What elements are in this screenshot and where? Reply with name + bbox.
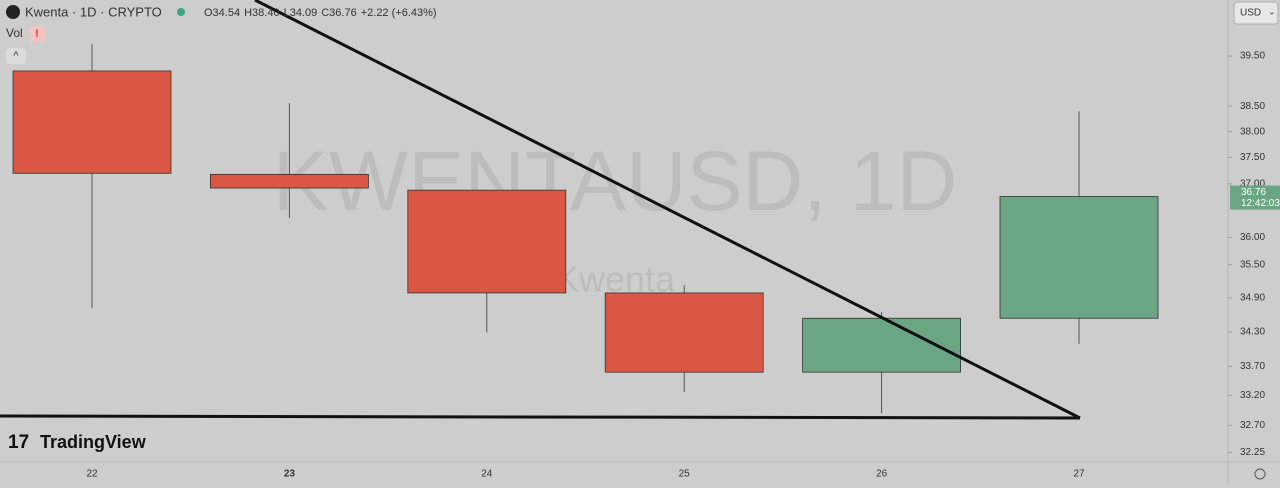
- brand-logo: 17: [8, 432, 29, 453]
- x-tick-label: 27: [1073, 469, 1085, 480]
- overlay: O34.54 H38.40 L34.09 C36.76 +2.22 (+6.43%) 39…: [86, 7, 1280, 480]
- x-tick-label: 23: [284, 469, 296, 480]
- candle-body: [209, 173, 369, 189]
- currency-select[interactable]: [1233, 1, 1279, 25]
- y-tick-label: 36.00: [1240, 232, 1265, 243]
- volume-label[interactable]: Vol: [6, 26, 23, 40]
- warning-icon: !: [35, 28, 39, 40]
- last-price: 36.76: [1241, 187, 1266, 198]
- y-tick-label: 38.50: [1240, 101, 1265, 112]
- support-line: [0, 414, 1081, 420]
- warning-badge[interactable]: [29, 26, 45, 42]
- candle-body: [999, 196, 1159, 319]
- ohlc-value: O34.54: [204, 7, 240, 19]
- y-tick-label: 32.70: [1240, 420, 1265, 431]
- y-tick-label: 37.50: [1240, 152, 1265, 163]
- y-tick-label: 39.50: [1240, 51, 1265, 62]
- symbol-icon: [6, 5, 20, 19]
- collapse-icon: ^: [13, 50, 19, 62]
- last-price-box: [1230, 185, 1280, 210]
- ohlc-value: C36.76: [321, 7, 356, 19]
- status-dot: [177, 8, 185, 16]
- y-tick-label: 37.00: [1240, 178, 1265, 189]
- y-tick-label: 34.90: [1240, 293, 1265, 304]
- y-tick-label: 32.25: [1240, 447, 1265, 458]
- brand[interactable]: TradingView: [40, 432, 147, 452]
- x-tick-label: 26: [876, 469, 888, 480]
- currency: USD: [1240, 8, 1261, 19]
- candle-body: [407, 189, 567, 294]
- currency-caret: ⌄: [1268, 6, 1276, 16]
- settings-icon[interactable]: [1254, 468, 1266, 480]
- y-tick-label: 34.30: [1240, 327, 1265, 338]
- x-tick-label: 24: [481, 469, 493, 480]
- ohlc-value: H38.40: [244, 7, 279, 19]
- collapse-button[interactable]: [6, 48, 26, 64]
- trend-line: [254, 0, 1081, 420]
- y-tick-label: 33.20: [1240, 390, 1265, 401]
- ohlc-value: +2.22 (+6.43%): [361, 7, 437, 19]
- y-tick-label: 38.00: [1240, 126, 1265, 137]
- symbol[interactable]: Kwenta · 1D · CRYPTO: [25, 4, 162, 19]
- y-tick-label: 33.70: [1240, 361, 1265, 372]
- x-tick-label: 22: [86, 469, 98, 480]
- plot: [12, 44, 1159, 414]
- x-tick-label: 25: [679, 469, 691, 480]
- candle-body: [12, 70, 172, 174]
- y-tick-label: 35.50: [1240, 259, 1265, 270]
- ohlc-value: L34.09: [284, 7, 318, 19]
- countdown: 12:42:03: [1241, 198, 1280, 209]
- candle-body: [604, 292, 764, 373]
